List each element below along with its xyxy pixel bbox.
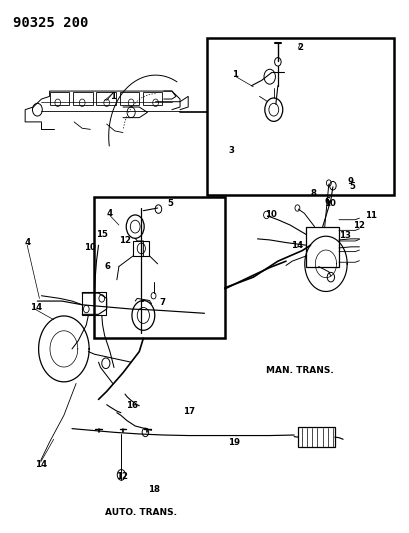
Text: 90325 200: 90325 200 <box>13 15 88 29</box>
Text: 2: 2 <box>297 43 303 52</box>
Bar <box>94 197 225 338</box>
Bar <box>82 292 106 316</box>
Text: 11: 11 <box>365 211 377 220</box>
Bar <box>207 38 394 195</box>
Text: 13: 13 <box>339 231 351 240</box>
Text: 12: 12 <box>353 221 364 230</box>
Text: 14: 14 <box>35 460 47 469</box>
Text: 4: 4 <box>24 238 30 247</box>
Text: 4: 4 <box>107 209 113 218</box>
Bar <box>133 241 149 256</box>
Bar <box>143 92 162 105</box>
Text: 16: 16 <box>126 401 138 410</box>
Text: 8: 8 <box>311 189 317 198</box>
Text: 17: 17 <box>183 407 195 416</box>
Bar <box>120 92 139 105</box>
Text: 14: 14 <box>291 241 303 250</box>
Text: 12: 12 <box>119 237 131 246</box>
Text: 1: 1 <box>232 70 238 78</box>
Bar <box>97 92 116 105</box>
Text: 12: 12 <box>116 472 128 481</box>
Text: 10: 10 <box>83 244 95 253</box>
Bar <box>306 227 339 266</box>
Text: 18: 18 <box>148 485 160 494</box>
Text: 10: 10 <box>265 210 276 219</box>
Text: 5: 5 <box>167 199 173 208</box>
Text: 7: 7 <box>160 298 166 307</box>
Text: 1: 1 <box>110 92 116 101</box>
Text: 3: 3 <box>228 146 234 155</box>
Text: 10: 10 <box>324 199 336 208</box>
Bar <box>298 427 335 447</box>
Text: MAN. TRANS.: MAN. TRANS. <box>266 366 334 375</box>
Bar <box>49 92 69 105</box>
Text: 15: 15 <box>96 230 108 239</box>
Text: 14: 14 <box>31 303 43 312</box>
Text: 6: 6 <box>104 262 110 271</box>
Text: 9: 9 <box>347 177 353 186</box>
Text: 6: 6 <box>325 197 330 206</box>
Text: 19: 19 <box>228 439 240 448</box>
Text: AUTO. TRANS.: AUTO. TRANS. <box>106 507 178 516</box>
Text: 5: 5 <box>349 182 355 191</box>
Bar <box>73 92 93 105</box>
